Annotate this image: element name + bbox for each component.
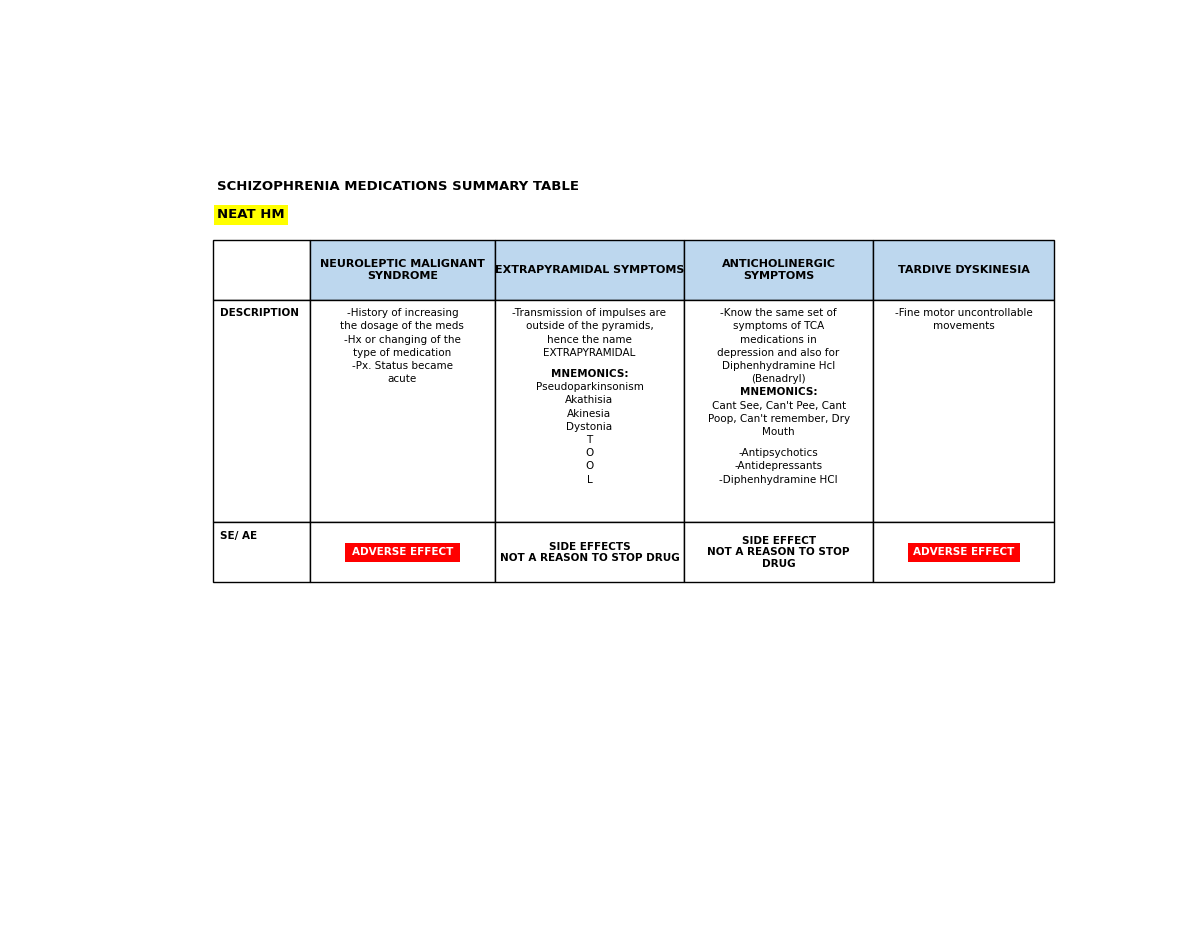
Text: SIDE EFFECTS
NOT A REASON TO STOP DRUG: SIDE EFFECTS NOT A REASON TO STOP DRUG [499, 541, 679, 564]
Text: the dosage of the meds: the dosage of the meds [341, 322, 464, 332]
Bar [684, 523, 874, 582]
Bar [874, 523, 1054, 582]
Bar [684, 299, 874, 523]
Bar [494, 240, 684, 299]
Bar [214, 523, 310, 582]
Bar [874, 240, 1054, 299]
Text: -Fine motor uncontrollable: -Fine motor uncontrollable [895, 309, 1032, 318]
Bar [874, 299, 1054, 523]
Text: T: T [587, 435, 593, 445]
Text: medications in: medications in [740, 335, 817, 345]
Text: ANTICHOLINERGIC
SYMPTOMS: ANTICHOLINERGIC SYMPTOMS [721, 259, 835, 281]
Text: type of medication: type of medication [353, 348, 451, 358]
Bar [907, 543, 1020, 562]
Text: hence the name: hence the name [547, 335, 632, 345]
Text: SE/ AE: SE/ AE [220, 531, 257, 541]
Text: movements: movements [932, 322, 995, 332]
Bar [214, 240, 310, 299]
Bar [494, 523, 684, 582]
Text: Akathisia: Akathisia [565, 396, 613, 405]
Text: MNEMONICS:: MNEMONICS: [551, 369, 629, 379]
Text: O: O [586, 449, 594, 458]
Text: -Diphenhydramine HCl: -Diphenhydramine HCl [719, 475, 838, 485]
Text: Akinesia: Akinesia [568, 409, 612, 419]
Text: ADVERSE EFFECT: ADVERSE EFFECT [352, 547, 454, 557]
Text: DESCRIPTION: DESCRIPTION [220, 309, 299, 318]
Text: EXTRAPYRAMIDAL SYMPTOMS: EXTRAPYRAMIDAL SYMPTOMS [494, 265, 684, 274]
Text: O: O [586, 462, 594, 472]
Text: -History of increasing: -History of increasing [347, 309, 458, 318]
Text: L: L [587, 475, 593, 485]
Text: MNEMONICS:: MNEMONICS: [740, 387, 817, 398]
Text: symptoms of TCA: symptoms of TCA [733, 322, 824, 332]
Text: (Benadryl): (Benadryl) [751, 375, 806, 385]
Text: outside of the pyramids,: outside of the pyramids, [526, 322, 653, 332]
Text: Diphenhydramine Hcl: Diphenhydramine Hcl [722, 361, 835, 371]
Text: -Hx or changing of the: -Hx or changing of the [344, 335, 461, 345]
Text: SCHIZOPHRENIA MEDICATIONS SUMMARY TABLE: SCHIZOPHRENIA MEDICATIONS SUMMARY TABLE [217, 180, 578, 193]
Text: Cant See, Can't Pee, Cant: Cant See, Can't Pee, Cant [712, 400, 846, 411]
Text: Pseudoparkinsonism: Pseudoparkinsonism [535, 382, 643, 392]
Text: -Px. Status became: -Px. Status became [352, 361, 452, 371]
Text: -Antidepressants: -Antidepressants [734, 462, 823, 472]
Bar [346, 543, 460, 562]
Text: depression and also for: depression and also for [718, 348, 840, 358]
Bar [310, 240, 494, 299]
Text: Dystonia: Dystonia [566, 422, 612, 432]
Text: -Transmission of impulses are: -Transmission of impulses are [512, 309, 666, 318]
Text: EXTRAPYRAMIDAL: EXTRAPYRAMIDAL [544, 348, 636, 358]
Bar [310, 523, 494, 582]
Bar [684, 240, 874, 299]
Text: -Know the same set of: -Know the same set of [720, 309, 836, 318]
Bar [214, 299, 310, 523]
Text: -Antipsychotics: -Antipsychotics [739, 449, 818, 458]
Text: NEAT HM: NEAT HM [217, 209, 284, 222]
Text: Mouth: Mouth [762, 427, 794, 438]
Text: ADVERSE EFFECT: ADVERSE EFFECT [913, 547, 1014, 557]
Text: Poop, Can't remember, Dry: Poop, Can't remember, Dry [708, 413, 850, 424]
Text: NEUROLEPTIC MALIGNANT
SYNDROME: NEUROLEPTIC MALIGNANT SYNDROME [320, 259, 485, 281]
Text: SIDE EFFECT
NOT A REASON TO STOP
DRUG: SIDE EFFECT NOT A REASON TO STOP DRUG [707, 536, 850, 569]
Bar [310, 299, 494, 523]
Bar [494, 299, 684, 523]
Text: acute: acute [388, 375, 418, 385]
Text: TARDIVE DYSKINESIA: TARDIVE DYSKINESIA [898, 265, 1030, 274]
